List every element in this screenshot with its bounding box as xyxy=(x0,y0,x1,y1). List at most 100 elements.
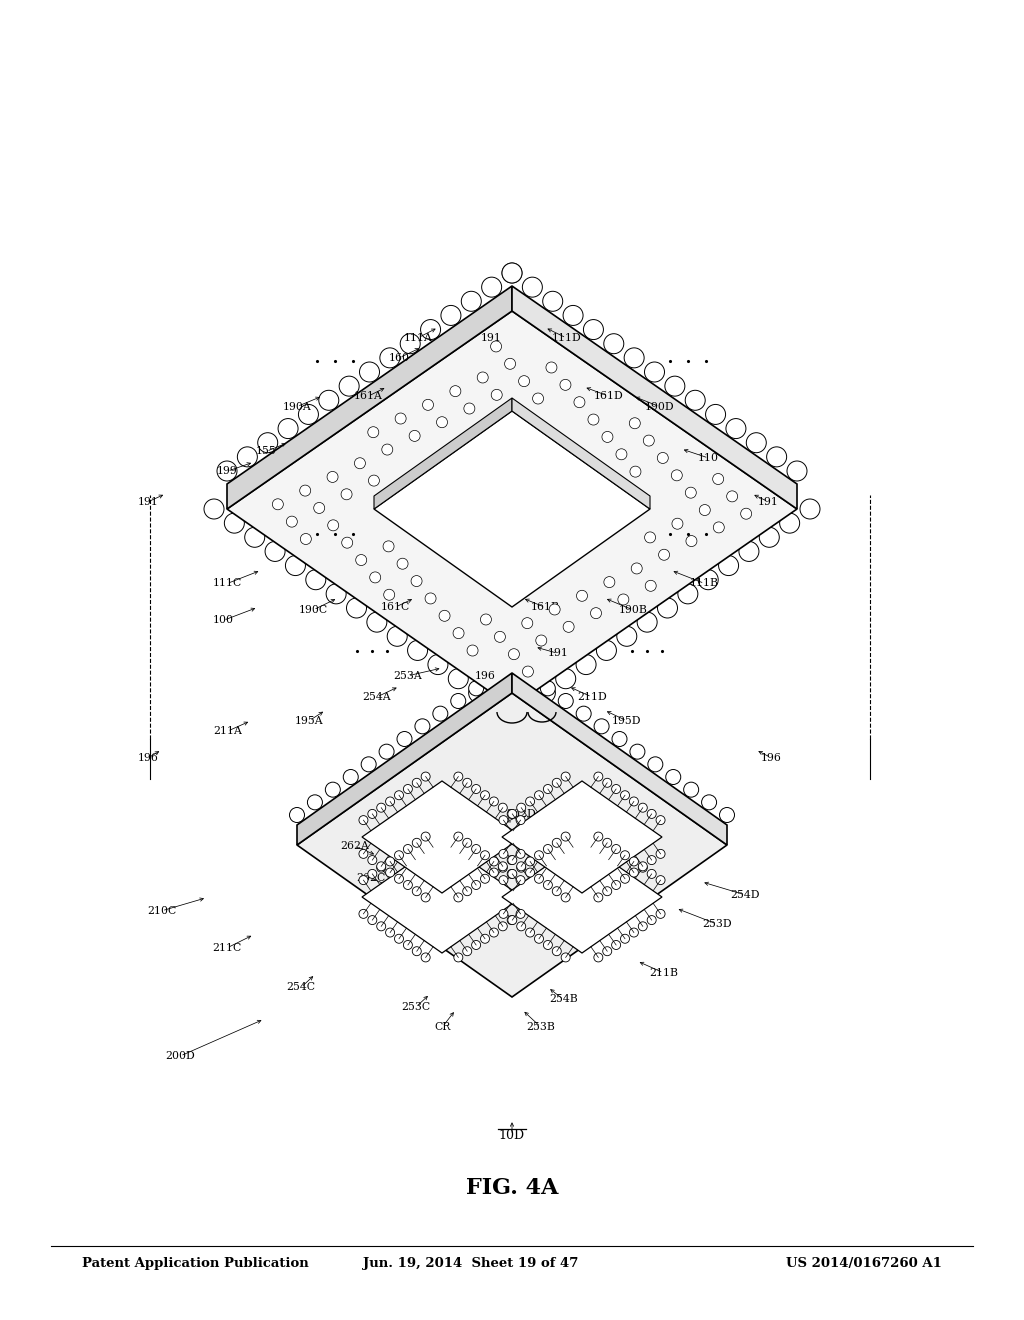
Circle shape xyxy=(361,756,376,772)
Circle shape xyxy=(644,532,655,543)
Circle shape xyxy=(480,850,489,859)
Circle shape xyxy=(397,731,412,747)
Polygon shape xyxy=(362,781,522,894)
Circle shape xyxy=(453,628,464,639)
Circle shape xyxy=(463,838,472,847)
Circle shape xyxy=(617,594,629,605)
Text: 195D: 195D xyxy=(612,715,641,726)
Circle shape xyxy=(370,572,381,583)
Circle shape xyxy=(369,475,380,486)
Circle shape xyxy=(464,403,475,414)
Text: 199: 199 xyxy=(217,466,238,477)
Circle shape xyxy=(596,640,616,660)
Circle shape xyxy=(492,389,502,400)
Circle shape xyxy=(616,449,627,459)
Circle shape xyxy=(604,334,624,354)
Circle shape xyxy=(536,682,555,702)
Circle shape xyxy=(561,892,570,902)
Circle shape xyxy=(265,541,285,561)
Text: 155: 155 xyxy=(256,446,276,457)
Circle shape xyxy=(408,640,428,660)
Circle shape xyxy=(272,499,284,510)
Circle shape xyxy=(386,797,394,807)
Circle shape xyxy=(647,855,656,865)
Circle shape xyxy=(403,940,413,949)
Circle shape xyxy=(656,875,665,884)
Text: 253C: 253C xyxy=(401,1002,430,1012)
Circle shape xyxy=(502,263,522,282)
Text: US 2014/0167260 A1: US 2014/0167260 A1 xyxy=(786,1257,942,1270)
Circle shape xyxy=(656,816,665,825)
Text: 160: 160 xyxy=(389,352,410,363)
Circle shape xyxy=(469,682,488,702)
Circle shape xyxy=(611,880,621,890)
Circle shape xyxy=(428,655,447,675)
Circle shape xyxy=(549,605,560,615)
Circle shape xyxy=(644,362,665,381)
Text: 111C: 111C xyxy=(213,578,242,589)
Circle shape xyxy=(433,706,447,721)
Circle shape xyxy=(543,292,563,312)
Circle shape xyxy=(698,570,718,590)
Circle shape xyxy=(740,508,752,519)
Circle shape xyxy=(561,953,570,962)
Circle shape xyxy=(480,935,489,944)
Circle shape xyxy=(490,341,502,352)
Circle shape xyxy=(472,784,480,793)
Circle shape xyxy=(499,816,508,825)
Circle shape xyxy=(290,808,304,822)
Circle shape xyxy=(463,946,472,956)
Circle shape xyxy=(544,940,552,949)
Circle shape xyxy=(499,849,508,858)
Circle shape xyxy=(386,928,394,937)
Circle shape xyxy=(472,940,480,949)
Circle shape xyxy=(286,556,305,576)
Circle shape xyxy=(719,556,738,576)
Circle shape xyxy=(657,453,669,463)
Circle shape xyxy=(525,797,535,807)
Circle shape xyxy=(508,809,517,818)
Circle shape xyxy=(602,432,613,442)
Text: 254C: 254C xyxy=(287,982,315,993)
Polygon shape xyxy=(362,841,522,953)
Circle shape xyxy=(480,874,489,883)
Circle shape xyxy=(713,474,724,484)
Circle shape xyxy=(238,447,257,467)
Circle shape xyxy=(647,809,656,818)
Circle shape xyxy=(421,953,430,962)
Polygon shape xyxy=(374,411,650,607)
Circle shape xyxy=(630,466,641,477)
Circle shape xyxy=(779,513,800,533)
Text: 191: 191 xyxy=(138,496,159,507)
Circle shape xyxy=(342,537,352,548)
Polygon shape xyxy=(512,286,797,510)
Circle shape xyxy=(425,593,436,605)
Circle shape xyxy=(678,583,698,603)
Circle shape xyxy=(535,791,544,800)
Circle shape xyxy=(630,797,638,807)
Circle shape xyxy=(379,744,394,759)
Circle shape xyxy=(489,869,499,876)
Polygon shape xyxy=(512,399,650,510)
Circle shape xyxy=(638,921,647,931)
Circle shape xyxy=(563,305,583,326)
Text: Patent Application Publication: Patent Application Publication xyxy=(82,1257,308,1270)
Circle shape xyxy=(577,655,596,675)
Circle shape xyxy=(489,857,499,866)
Text: 211A: 211A xyxy=(213,726,242,737)
Circle shape xyxy=(630,928,638,937)
Circle shape xyxy=(477,372,488,383)
Circle shape xyxy=(643,436,654,446)
Circle shape xyxy=(611,845,621,854)
Text: 254D: 254D xyxy=(731,890,760,900)
Circle shape xyxy=(591,607,601,619)
Circle shape xyxy=(394,791,403,800)
Circle shape xyxy=(577,706,591,721)
Circle shape xyxy=(339,376,359,396)
Circle shape xyxy=(637,612,657,632)
Text: 262C: 262C xyxy=(356,873,385,883)
Circle shape xyxy=(657,598,678,618)
Circle shape xyxy=(354,458,366,469)
Circle shape xyxy=(461,292,481,312)
Circle shape xyxy=(480,614,492,624)
